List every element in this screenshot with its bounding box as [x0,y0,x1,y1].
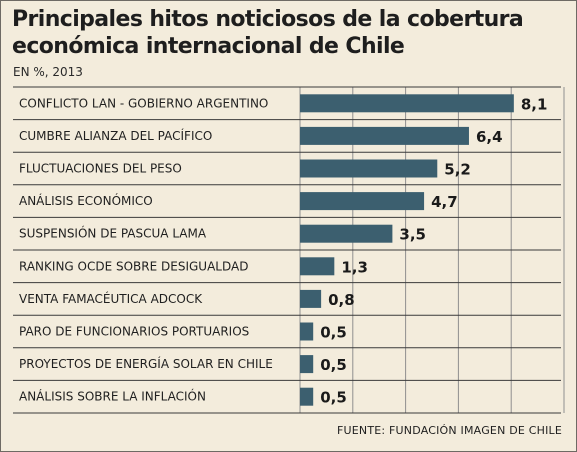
bar [300,289,322,308]
bar [300,387,314,406]
bar [300,159,438,178]
value-label: 6,4 [476,128,503,146]
category-label: CUMBRE ALIANZA DEL PACÍFICO [19,128,212,143]
category-label: PARO DE FUNCIONARIOS PORTUARIOS [19,325,249,339]
bar [300,94,514,113]
bar [300,355,314,374]
category-label: RANKING OCDE SOBRE DESIGUALDAD [19,259,248,273]
value-label: 0,5 [320,356,347,374]
value-label: 8,1 [521,95,548,113]
value-label: 5,2 [444,161,471,179]
bar [300,126,469,145]
source-note: FUENTE: FUNDACIÓN IMAGEN DE CHILE [336,424,562,437]
value-label: 0,5 [320,324,347,342]
category-label: FLUCTUACIONES DEL PESO [19,162,182,176]
bar [300,192,425,211]
chart-subtitle: EN %, 2013 [13,65,83,79]
category-label: PROYECTOS DE ENERGÍA SOLAR EN CHILE [19,356,273,371]
bar [300,257,335,276]
category-label: VENTA FAMACÉUTICA ADCOCK [19,291,203,306]
category-label: SUSPENSIÓN DE PASCUA LAMA [19,226,207,241]
value-label: 4,7 [431,193,458,211]
category-label: ANÁLISIS SOBRE LA INFLACIÓN [19,389,206,404]
category-label: ANÁLISIS ECONÓMICO [19,193,153,208]
category-label: CONFLICTO LAN - GOBIERNO ARGENTINO [19,96,268,110]
value-label: 0,5 [320,389,347,407]
value-label: 1,3 [341,258,368,276]
chart-title: Principales hitos noticiosos de la cober… [12,7,524,59]
value-label: 0,8 [328,291,355,309]
bar [300,322,314,341]
value-label: 3,5 [399,226,426,244]
bar [300,224,393,243]
